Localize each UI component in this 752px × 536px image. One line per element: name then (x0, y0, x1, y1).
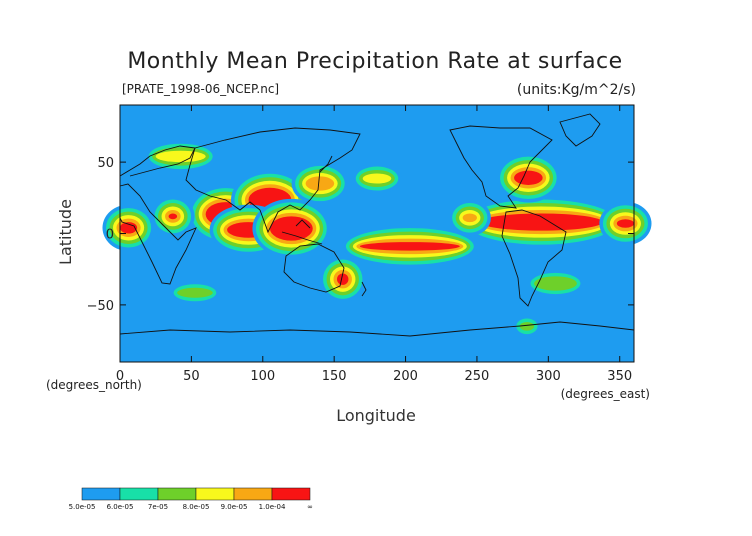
precip-contour-level-3 (534, 276, 577, 291)
precip-contour-level-6 (120, 222, 138, 234)
precip-contour-level-5 (305, 176, 335, 191)
units-label: (units:Kg/m^2/s) (517, 82, 636, 98)
colorbar-swatch (233, 487, 273, 501)
precip-contour-level-6 (359, 242, 460, 251)
colorbar-label: 8.0e-05 (183, 503, 210, 511)
chart-title: Monthly Mean Precipitation Rate at surfa… (127, 49, 622, 74)
colorbar-label: ∞ (307, 503, 313, 511)
y-tick-label: −50 (87, 299, 114, 314)
colorbar-label: 1.0e-04 (259, 503, 286, 511)
x-tick-label: 100 (250, 369, 275, 384)
y-unit-label: (degrees_north) (46, 378, 142, 392)
colorbar-label: 5.0e-05 (69, 503, 96, 511)
precip-contour-level-3 (519, 322, 535, 331)
file-label: [PRATE_1998-06_NCEP.nc] (122, 82, 279, 96)
precip-region-18 (512, 315, 542, 338)
precip-region-13 (448, 199, 491, 237)
colorbar-label: 7e-05 (148, 503, 168, 511)
x-tick-label: 250 (465, 369, 490, 384)
precip-region-5 (342, 224, 478, 269)
precip-region-17 (170, 280, 220, 305)
colorbar-swatch (271, 487, 311, 501)
x-axis-label: Longitude (336, 406, 416, 425)
precip-region-9 (319, 255, 366, 303)
precip-contour-level-5 (462, 213, 477, 223)
colorbar-label: 9.0e-05 (221, 503, 248, 511)
x-tick-label: 200 (393, 369, 418, 384)
precip-region-8 (599, 201, 652, 246)
precip-contour-level-6 (616, 219, 635, 228)
precip-region-4 (252, 198, 331, 259)
plot-area (102, 104, 652, 363)
colorbar-swatch (157, 487, 197, 501)
x-tick-label: 50 (183, 369, 200, 384)
x-tick-label: 0 (116, 369, 124, 384)
colorbar-swatch (195, 487, 235, 501)
precip-contour-level-4 (155, 150, 206, 163)
colorbar: 5.0e-05 6.0e-05 7e-05 8.0e-05 9.0e-05 1.0e-04… (69, 487, 313, 511)
precip-region-14 (352, 163, 402, 195)
precip-contour-level-6 (168, 213, 178, 220)
colorbar-swatch (81, 487, 121, 501)
precip-contour-level-6 (337, 273, 349, 285)
precip-region-12 (291, 162, 349, 205)
precip-region-7 (496, 153, 561, 203)
precip-contour-level-3 (177, 287, 213, 298)
precip-contour-level-6 (479, 213, 603, 231)
precip-contour-level-4 (362, 173, 392, 184)
colorbar-label: 6.0e-05 (107, 503, 134, 511)
coastline-outlines (119, 113, 635, 337)
precip-contour-level-6 (514, 170, 543, 185)
x-unit-label: (degrees_east) (561, 387, 650, 401)
precip-region-6 (462, 196, 621, 249)
y-tick-label: 50 (97, 156, 114, 171)
precip-regions (102, 140, 652, 338)
precip-contour-level-6 (269, 216, 313, 241)
x-tick-label: 150 (322, 369, 347, 384)
colorbar-swatch (119, 487, 159, 501)
axis-ticks: 0 50 100 150 200 250 300 350 50 0 −50 (87, 105, 634, 384)
x-tick-label: 350 (607, 369, 632, 384)
x-tick-label: 300 (536, 369, 561, 384)
precip-region-16 (527, 269, 584, 298)
y-tick-label: 0 (106, 228, 114, 243)
y-axis-label: Latitude (56, 199, 75, 265)
precip-region-11 (151, 196, 195, 237)
